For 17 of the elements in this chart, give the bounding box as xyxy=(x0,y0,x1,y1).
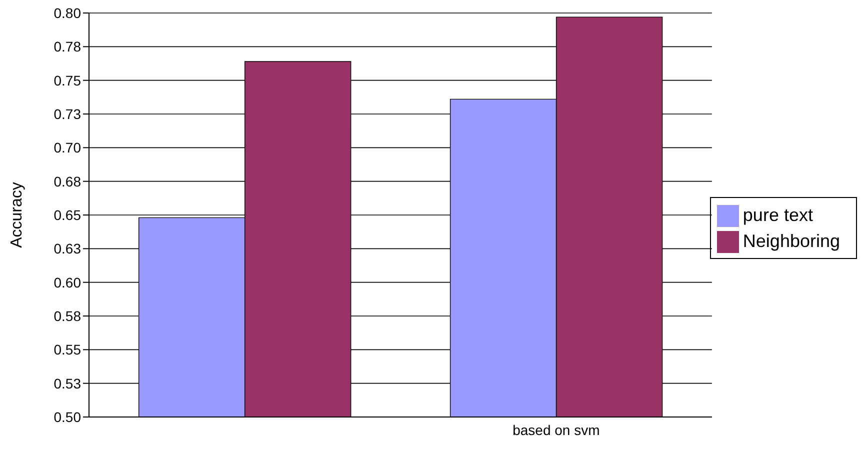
y-tick-label: 0.80 xyxy=(54,4,82,21)
y-tick-label: 0.75 xyxy=(54,72,82,88)
y-tick-label: 0.55 xyxy=(54,342,82,358)
y-tick-label: 0.58 xyxy=(54,308,82,324)
y-tick-label: 0.63 xyxy=(54,240,82,257)
y-tick-label: 0.70 xyxy=(54,140,82,156)
legend-label: Neighboring xyxy=(742,230,840,250)
y-tick-label: 0.65 xyxy=(54,206,82,223)
x-tick-label: based on svm xyxy=(512,422,600,438)
y-tick-label: 0.53 xyxy=(54,375,82,392)
y-tick-label: 0.78 xyxy=(54,38,82,55)
y-tick-label: 0.60 xyxy=(54,274,82,290)
y-tick-label: 0.68 xyxy=(54,173,82,190)
y-axis-title: Accuracy xyxy=(8,182,26,248)
y-tick-label: 0.50 xyxy=(54,408,82,425)
y-tick-label: 0.73 xyxy=(54,106,82,122)
legend-label: pure text xyxy=(742,204,813,224)
